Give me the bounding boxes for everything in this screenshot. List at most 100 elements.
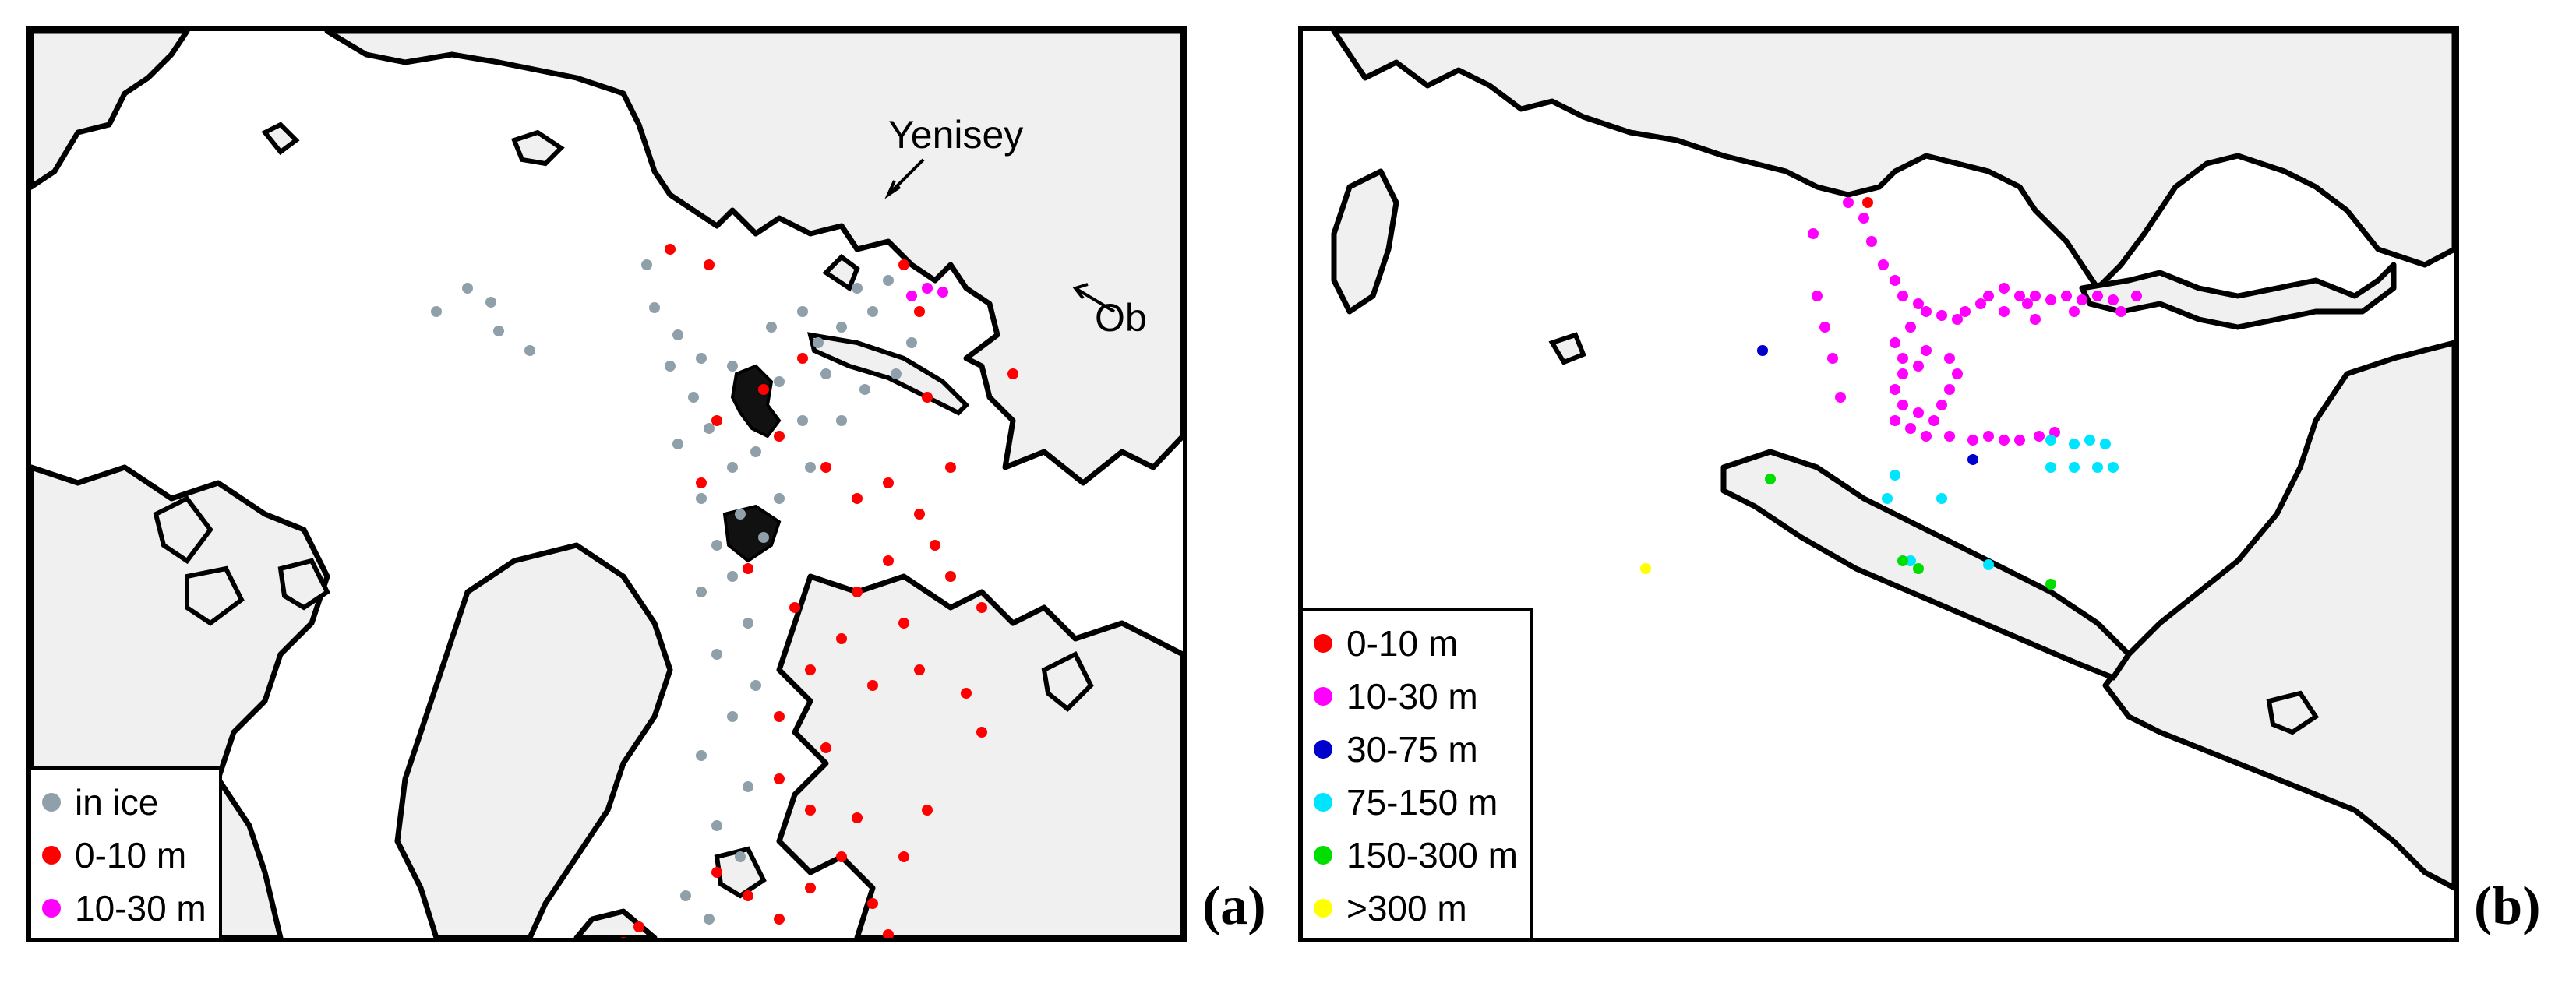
point-in-ice-22 [711,649,722,660]
point-m10-30-44 [2014,435,2025,446]
legend-marker-icon [1314,846,1332,865]
point-in-ice-35 [852,283,863,294]
point-m10-30-0 [906,291,917,301]
point-m0-10-18 [774,711,785,722]
point-m0-10-22 [852,812,863,823]
point-m10-30-8 [1921,306,1932,317]
point-m0-10-37 [922,392,933,403]
legend-b-item-0: 0-10 m [1314,617,1518,670]
point-in-ice-10 [688,392,699,403]
island-6 [714,846,767,899]
point-m0-10-30 [633,921,644,932]
point-in-ice-0 [462,283,473,294]
point-in-ice-47 [750,446,761,457]
legend-marker-icon [1314,899,1332,918]
point-m10-30-26 [1913,361,1924,372]
annotation-ob: Ob [1095,296,1147,340]
point-m10-30-27 [1897,368,1908,379]
point-in-ice-29 [680,890,691,901]
point-m10-30-49 [1827,353,1838,364]
island-4 [185,565,245,626]
point-in-ice-5 [641,259,652,270]
legend-marker-icon [1314,740,1332,759]
point-m0-10-33 [922,805,933,816]
legend-label: 0-10 m [75,835,187,875]
point-in-ice-1 [485,297,496,308]
point-m0-10-8 [930,540,940,551]
island-3 [153,495,213,565]
point-m10-30-4 [1878,259,1889,270]
point-in-ice-15 [696,493,707,504]
point-m0-10-32 [898,851,909,862]
point-m10-30-19 [2061,291,2072,301]
landmass-scandinavia [776,573,1183,938]
legend-b-item-4: 150-300 m [1314,829,1518,882]
point-m10-30-34 [1952,368,1963,379]
point-in-ice-37 [883,275,894,286]
point-m75-150-8 [1890,470,1900,481]
point-in-ice-27 [711,820,722,831]
legend-label: 75-150 m [1346,782,1498,823]
point-in-ice-23 [750,680,761,691]
island-2 [511,129,565,167]
point-m10-30-12 [1975,298,1986,309]
point-m0-10-36 [1007,368,1018,379]
landmass-greenland [394,542,673,938]
point-m75-150-5 [2069,462,2080,473]
point-m10-30-23 [1905,322,1916,333]
point-m10-30-14 [1999,283,2010,294]
legend-b-item-3: 75-150 m [1314,776,1518,829]
point-in-ice-32 [797,306,808,317]
point-m10-30-37 [1890,415,1900,426]
point-m10-30-38 [1905,423,1916,434]
landmass-alaska [31,31,190,190]
point-m10-30-15 [2014,291,2025,301]
novaya-zemlya-b [1720,449,2132,681]
legend-b-item-1: 10-30 m [1314,670,1518,723]
point-m0-10-28 [774,914,785,925]
severnaya-zemlya [822,254,860,292]
point-m10-30-18 [2045,294,2056,305]
arrow-yenisey [887,158,925,196]
point-m10-30-53 [2069,306,2080,317]
point-m10-30-41 [1967,435,1978,446]
point-m10-30-22 [2108,294,2119,305]
point-m0-10-19 [820,742,831,753]
point-m10-30-51 [1999,306,2010,317]
landmass-north [1331,31,2454,291]
point-m75-150-7 [2108,462,2119,473]
point-in-ice-17 [711,540,722,551]
legend-a-item-1: 0-10 m [42,829,206,882]
point-m0-10-45 [914,306,925,317]
point-in-ice-33 [813,337,824,348]
point-m10-30-5 [1890,275,1900,286]
svalbard [722,504,782,563]
arrow-ob [1074,287,1116,313]
point-m10-30-45 [2034,431,2045,442]
point-m75-150-9 [1882,493,1893,504]
point-m10-30-1 [922,283,933,294]
point-in-ice-26 [743,781,753,792]
point-in-ice-2 [431,306,442,317]
novaya-zemlya [806,332,970,416]
point-m0-10-13 [976,602,987,613]
point-m0-10-20 [774,773,785,784]
point-m0-10-29 [711,867,722,878]
point-m75-150-10 [1936,493,1947,504]
point-m75-150-12 [1983,559,1994,570]
point-m10-30-6 [1897,291,1908,301]
point-m10-30-3 [1866,236,1877,247]
point-m10-30-36 [1921,345,1932,356]
point-in-ice-7 [672,329,683,340]
point-m10-30-48 [1819,322,1830,333]
point-m10-30-0 [1808,228,1819,239]
point-in-ice-42 [906,337,917,348]
legend-b-item-5: >300 m [1314,882,1518,935]
legend-marker-icon [1314,793,1332,812]
point-m30-75-1 [1967,454,1978,465]
point-in-ice-31 [766,322,777,333]
point-m0-10-1 [704,259,715,270]
point-in-ice-19 [727,571,738,582]
point-in-ice-16 [735,509,746,520]
point-m10-30-40 [1944,431,1955,442]
